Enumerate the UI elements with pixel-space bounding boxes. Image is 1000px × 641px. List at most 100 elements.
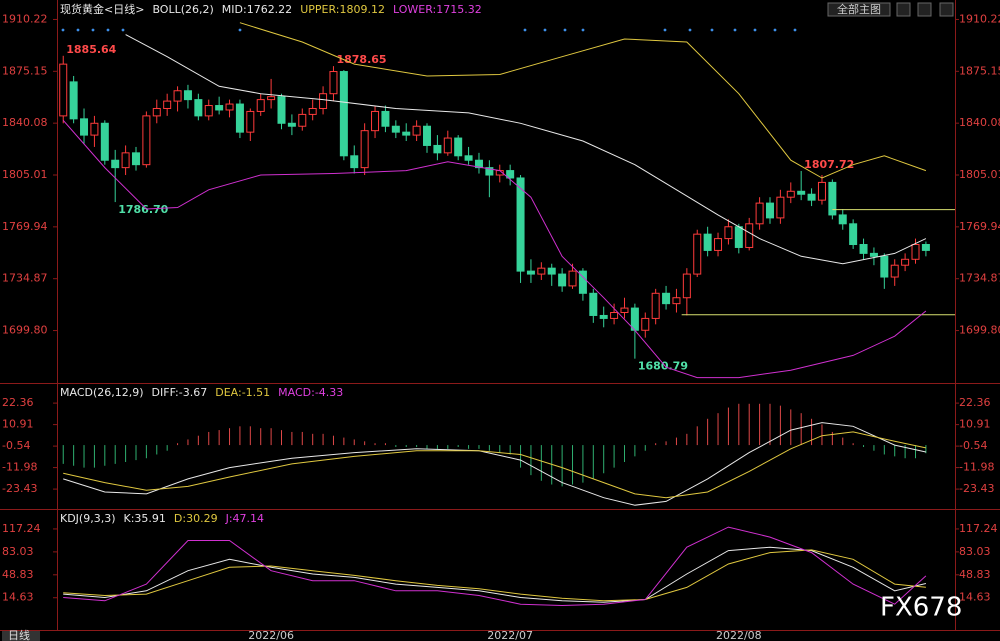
candle-body — [152, 107, 161, 117]
indicator-label: KDJ(9,3,3) — [60, 512, 116, 525]
candle-body — [246, 110, 255, 133]
y-tick-label: -0.54 — [2, 439, 30, 452]
indicator-line — [63, 431, 927, 499]
candle-body — [319, 93, 328, 109]
y-tick-label: 1734.87 — [959, 272, 1000, 285]
y-tick-label: 1805.01 — [2, 168, 48, 181]
candle-body — [807, 193, 816, 201]
y-tick-label: 83.03 — [2, 545, 34, 558]
candle-body — [506, 170, 515, 179]
candle-body — [537, 267, 546, 275]
candle-body — [267, 96, 276, 101]
indicator-label: DIFF:-3.67 — [152, 386, 208, 399]
indicator-line — [63, 422, 927, 506]
signal-dot — [523, 28, 527, 32]
candle-body — [630, 307, 639, 331]
candle-body — [433, 144, 442, 154]
indicator-label: LOWER:1715.32 — [393, 3, 482, 16]
candle-body — [589, 292, 598, 316]
candle-body — [350, 155, 359, 169]
candle-body — [225, 103, 234, 111]
candle-body — [339, 71, 348, 157]
y-tick-label: -23.43 — [959, 482, 994, 495]
y-tick-label: 1769.94 — [959, 220, 1000, 233]
period-tab[interactable] — [2, 631, 40, 641]
toolbar-icon[interactable] — [896, 2, 911, 17]
x-tick-label: 2022/08 — [716, 629, 762, 641]
toolbar-icon[interactable] — [939, 2, 954, 17]
candle-body — [901, 258, 910, 266]
candle-body — [121, 152, 130, 169]
candle-body — [329, 71, 338, 95]
indicator-label: MACD:-4.33 — [278, 386, 343, 399]
signal-dot — [121, 28, 125, 32]
indicator-label: MID:1762.22 — [222, 3, 292, 16]
candle-body — [298, 113, 307, 127]
candle-body — [651, 292, 660, 319]
y-tick-label: 1875.15 — [959, 64, 1000, 77]
candle-body — [547, 267, 556, 275]
indicator-label: 现货黄金<日线> — [60, 2, 144, 16]
candle-body — [724, 226, 733, 240]
candle-body — [215, 105, 224, 111]
period-tab-label[interactable]: 日线 — [8, 628, 30, 641]
candle-body — [776, 196, 785, 219]
signal-dot — [753, 28, 757, 32]
price-annotation: 1786.70 — [118, 203, 168, 216]
signal-dot — [773, 28, 777, 32]
y-tick-label: 48.83 — [959, 568, 991, 581]
candle-body — [745, 223, 754, 248]
candle-body — [423, 125, 432, 146]
x-tick-label: 2022/07 — [487, 629, 533, 641]
y-tick-label: 1910.22 — [2, 12, 48, 25]
y-tick-label: 1840.08 — [2, 116, 48, 129]
y-tick-label: 1910.22 — [959, 12, 1000, 25]
signal-dot — [106, 28, 110, 32]
candle-body — [578, 270, 587, 294]
signal-dot — [663, 28, 667, 32]
signal-dot — [688, 28, 692, 32]
candle-body — [558, 273, 567, 287]
candle-body — [641, 317, 650, 331]
price-annotation: 1807.72 — [804, 158, 854, 171]
indicator-label: MACD(26,12,9) — [60, 386, 144, 399]
candle-body — [610, 312, 619, 319]
candle-body — [890, 264, 899, 278]
candle-body — [474, 159, 483, 169]
y-tick-label: 117.24 — [959, 522, 998, 535]
indicator-line — [63, 546, 927, 603]
y-tick-label: -23.43 — [2, 482, 37, 495]
candle-body — [111, 159, 120, 169]
candle-body — [911, 244, 920, 260]
toolbar-button-label[interactable]: 全部主图 — [837, 2, 881, 16]
candle-body — [859, 244, 868, 254]
indicator-label: BOLL(26,2) — [152, 3, 213, 16]
y-tick-label: 1875.15 — [2, 64, 48, 77]
y-tick-label: 10.91 — [2, 418, 34, 431]
y-tick-label: 1734.87 — [2, 272, 48, 285]
candle-body — [755, 202, 764, 225]
candle-body — [59, 63, 68, 117]
candle-body — [443, 137, 452, 154]
price-annotation: 1878.65 — [336, 53, 386, 66]
candle-body — [381, 110, 390, 127]
toolbar-icon[interactable] — [917, 2, 932, 17]
toolbar-button[interactable] — [827, 2, 891, 17]
candle-body — [142, 115, 151, 166]
candle-body — [131, 152, 140, 166]
candle-body — [308, 107, 317, 115]
signal-dot — [733, 28, 737, 32]
candle-body — [734, 226, 743, 248]
signal-dot — [238, 28, 242, 32]
y-tick-label: 1805.01 — [959, 168, 1000, 181]
candle-body — [786, 190, 795, 198]
x-tick-label: 2022/06 — [248, 629, 294, 641]
indicator-label: DEA:-1.51 — [215, 386, 270, 399]
y-tick-label: 14.63 — [2, 591, 34, 604]
indicator-line — [63, 549, 926, 602]
signal-dot — [61, 28, 65, 32]
y-tick-label: 83.03 — [959, 545, 991, 558]
y-tick-label: 48.83 — [2, 568, 34, 581]
y-tick-label: 117.24 — [2, 522, 41, 535]
candle-body — [568, 270, 577, 287]
